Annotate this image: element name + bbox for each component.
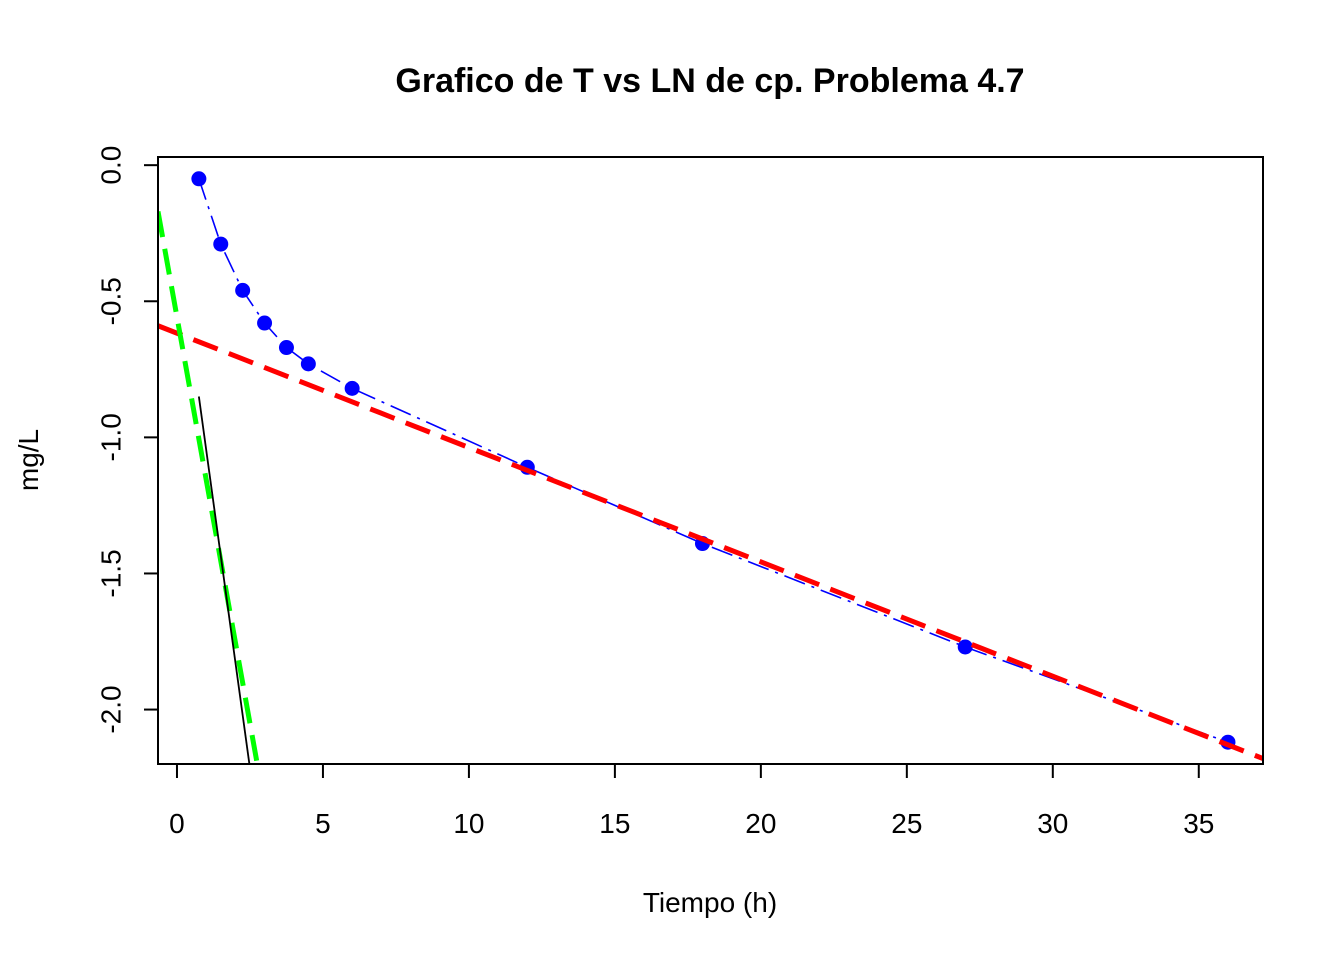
x-axis: 0 5 10 15 20 25 30 35 bbox=[169, 763, 1214, 839]
y-tick-label: -0.5 bbox=[96, 277, 127, 325]
y-tick-label: -1.5 bbox=[96, 549, 127, 597]
x-tick-label: 20 bbox=[745, 808, 776, 839]
y-axis: 0.0 -0.5 -1.0 -1.5 -2.0 bbox=[96, 146, 159, 734]
x-tick-label: 10 bbox=[453, 808, 484, 839]
data-point bbox=[957, 639, 973, 655]
y-tick-label: -2.0 bbox=[96, 685, 127, 733]
data-point bbox=[278, 340, 294, 356]
data-point bbox=[191, 171, 207, 187]
data-point bbox=[300, 356, 316, 372]
x-tick-label: 35 bbox=[1183, 808, 1214, 839]
y-tick-label: 0.0 bbox=[96, 146, 127, 185]
data-point bbox=[213, 236, 229, 252]
plot-frame bbox=[157, 156, 1264, 765]
x-tick-label: 25 bbox=[891, 808, 922, 839]
y-tick-label: -1.0 bbox=[96, 413, 127, 461]
series-3-line bbox=[158, 210, 260, 764]
data-point bbox=[257, 315, 273, 331]
x-axis-label: Tiempo (h) bbox=[643, 887, 777, 918]
series-2-line bbox=[158, 323, 1263, 761]
x-tick-label: 15 bbox=[599, 808, 630, 839]
chart-title: Grafico de T vs LN de cp. Problema 4.7 bbox=[395, 62, 1024, 100]
y-axis-label: mg/L bbox=[13, 429, 44, 491]
data-point bbox=[235, 282, 251, 298]
plot-area bbox=[158, 171, 1263, 764]
data-point bbox=[344, 380, 360, 396]
x-tick-label: 0 bbox=[169, 808, 185, 839]
series-4-line bbox=[197, 396, 251, 764]
x-tick-label: 30 bbox=[1037, 808, 1068, 839]
series-1-line bbox=[198, 178, 1229, 743]
x-tick-label: 5 bbox=[315, 808, 331, 839]
